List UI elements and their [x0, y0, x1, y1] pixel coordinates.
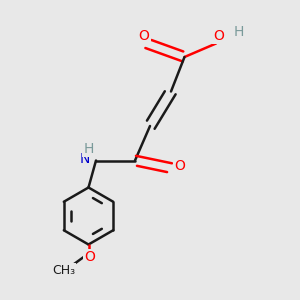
Text: CH₃: CH₃ [52, 263, 75, 277]
Text: O: O [214, 29, 224, 43]
Text: O: O [174, 159, 185, 172]
Text: O: O [139, 29, 149, 43]
Text: H: H [83, 142, 94, 156]
Text: N: N [80, 152, 90, 166]
Text: O: O [84, 250, 95, 264]
Text: H: H [233, 25, 244, 39]
